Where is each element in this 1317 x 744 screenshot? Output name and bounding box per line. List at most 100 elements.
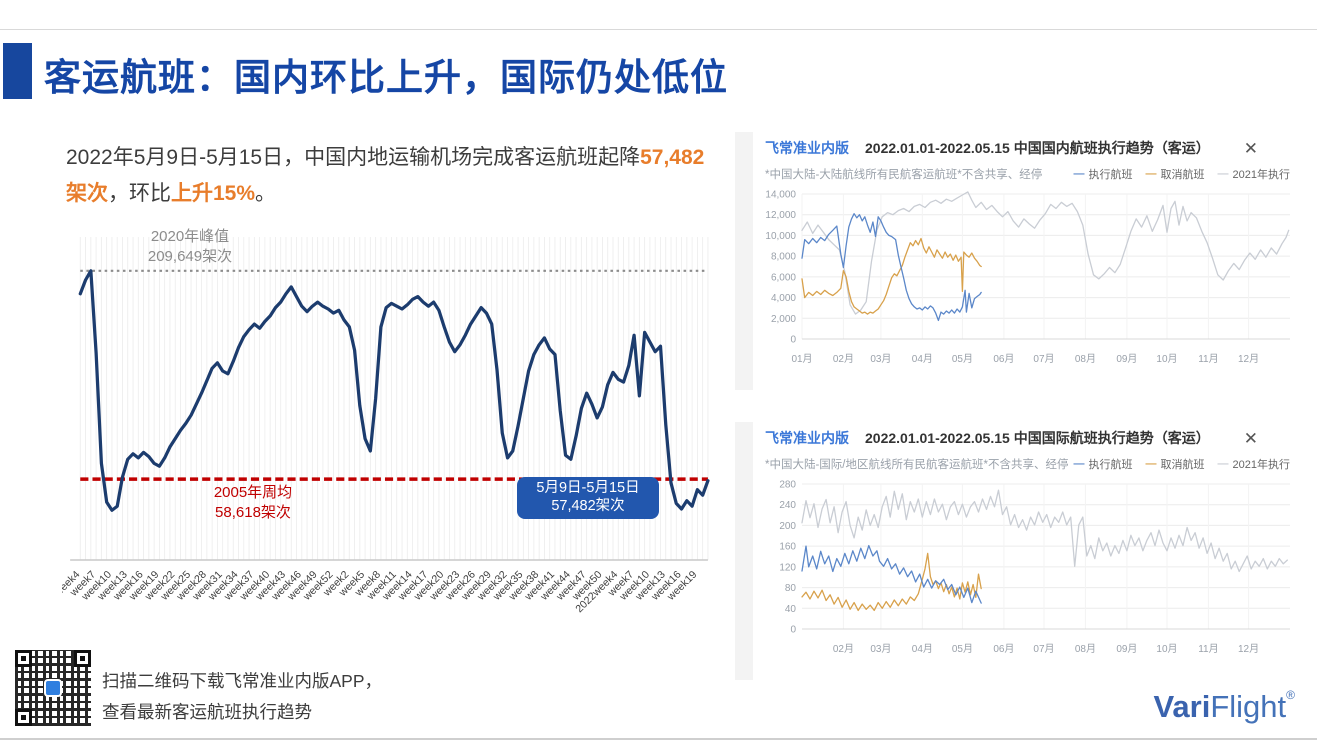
svg-text:02月: 02月 — [833, 643, 854, 655]
panel-note: *中国大陆-国际/地区航线所有民航客运航班*不含共享、经停 — [765, 459, 1069, 471]
logo-vari: Vari — [1153, 689, 1211, 724]
svg-text:160: 160 — [779, 542, 796, 553]
legend-item: — 执行航班 — [1074, 166, 1133, 182]
svg-text:04月: 04月 — [912, 353, 933, 365]
qr-finder-topleft — [15, 650, 32, 667]
qr-code — [15, 650, 91, 726]
legend-swatch: — — [1073, 458, 1085, 470]
legend-item: — 取消航班 — [1146, 456, 1205, 472]
logo-flight: Flight — [1210, 689, 1287, 724]
callout-date-range: 5月9日-5月15日 — [536, 480, 640, 496]
qr-center-logo — [44, 679, 62, 697]
intro-text: 2022年5月9日-5月15日，中国内地运输机场完成客运航班起降 — [66, 146, 641, 169]
intro-highlight-change: 上升15% — [171, 182, 256, 205]
legend-swatch: — — [1217, 168, 1229, 180]
peak-annotation-line1: 2020年峰值 — [150, 228, 230, 245]
qr-caption-line2: 查看最新客运航班执行趋势 — [102, 702, 312, 722]
legend-label: 2021年执行 — [1232, 459, 1290, 471]
title-accent-bar — [3, 43, 32, 99]
svg-text:14,000: 14,000 — [765, 190, 796, 201]
panel-note: *中国大陆-大陆航线所有民航客运航班*不含共享、经停 — [765, 169, 1043, 181]
svg-text:08月: 08月 — [1075, 353, 1096, 365]
svg-text:04月: 04月 — [912, 643, 933, 655]
legend-label: 2021年执行 — [1232, 169, 1290, 181]
svg-text:240: 240 — [779, 500, 796, 511]
panel-title: 2022.01.01-2022.05.15 中国国内航班执行趋势（客运） — [865, 140, 1210, 156]
callout-value: 57,482架次 — [551, 497, 625, 514]
qr-caption-line1: 扫描二维码下载飞常准业内版APP， — [102, 671, 383, 691]
svg-text:05月: 05月 — [952, 643, 973, 655]
legend-swatch: — — [1145, 458, 1157, 470]
svg-text:10,000: 10,000 — [765, 231, 796, 242]
svg-text:10月: 10月 — [1156, 353, 1177, 365]
international-trend-svg: 0 40 80 120 160 200 240 280 02月 03月 04月 05月 06月 07月 08… — [779, 480, 1290, 655]
svg-text:01月: 01月 — [791, 353, 812, 365]
current-week-callout: 5月9日-5月15日 57,482架次 — [517, 477, 659, 519]
svg-text:11月: 11月 — [1198, 353, 1218, 365]
top-divider — [0, 29, 1317, 30]
svg-text:12,000: 12,000 — [765, 210, 796, 221]
svg-text:4,000: 4,000 — [771, 293, 796, 304]
app-source-tag: 飞常准业内版 — [765, 140, 849, 156]
legend-swatch: — — [1217, 458, 1229, 470]
legend-label: 执行航班 — [1088, 459, 1133, 471]
svg-text:8,000: 8,000 — [771, 252, 796, 263]
page-title: 客运航班：国内环比上升，国际仍处低位 — [44, 57, 728, 98]
legend-item: —2021年执行 — [1218, 166, 1290, 182]
panel-subheader: *中国大陆-国际/地区航线所有民航客运航班*不含共享、经停 — 执行航班 — 取消航班… — [757, 456, 1302, 472]
svg-text:0: 0 — [790, 335, 796, 346]
app-source-tag: 飞常准业内版 — [765, 430, 849, 446]
domestic-trend-panel: 飞常准业内版 2022.01.01-2022.05.15 中国国内航班执行趋势（… — [757, 138, 1302, 390]
intro-text-end: 。 — [255, 182, 277, 205]
svg-text:09月: 09月 — [1116, 643, 1137, 655]
qr-caption: 扫描二维码下载飞常准业内版APP， 查看最新客运航班执行趋势 — [102, 666, 382, 728]
svg-text:09月: 09月 — [1116, 353, 1137, 365]
chart-legend: — 执行航班 — 取消航班 —2021年执行 — [1074, 166, 1290, 182]
chart-legend: — 执行航班 — 取消航班 —2021年执行 — [1074, 456, 1290, 472]
legend-item: — 取消航班 — [1146, 166, 1205, 182]
svg-text:07月: 07月 — [1033, 643, 1054, 655]
avg-annotation-line2: 58,618架次 — [215, 504, 291, 521]
svg-text:120: 120 — [779, 562, 796, 573]
legend-label: 取消航班 — [1160, 459, 1205, 471]
svg-text:280: 280 — [779, 480, 796, 491]
panel-header: 飞常准业内版 2022.01.01-2022.05.15 中国国际航班执行趋势（… — [757, 428, 1302, 448]
bottom-divider — [0, 738, 1317, 740]
peak-annotation-line2: 209,649架次 — [147, 248, 233, 265]
svg-text:40: 40 — [785, 604, 797, 615]
intro-highlight-flights: 57,482架次 — [66, 146, 705, 205]
panel-edge-strip — [735, 132, 753, 390]
svg-text:200: 200 — [779, 521, 796, 532]
svg-text:06月: 06月 — [993, 643, 1014, 655]
svg-text:02月: 02月 — [833, 353, 854, 365]
weekly-flights-trend-svg: 2020week4week7week10week13week16week19we… — [62, 237, 710, 615]
legend-label: 执行航班 — [1088, 169, 1133, 181]
svg-text:2,000: 2,000 — [771, 314, 796, 325]
intro-paragraph: 2022年5月9日-5月15日，中国内地运输机场完成客运航班起降57,482架次… — [66, 140, 721, 212]
svg-text:12月: 12月 — [1238, 353, 1259, 365]
svg-text:08月: 08月 — [1075, 643, 1096, 655]
svg-text:80: 80 — [785, 583, 797, 594]
svg-text:07月: 07月 — [1033, 353, 1054, 365]
close-icon[interactable]: ✕ — [1243, 138, 1258, 158]
svg-text:12月: 12月 — [1238, 643, 1259, 655]
legend-item: — 执行航班 — [1074, 456, 1133, 472]
panel-header: 飞常准业内版 2022.01.01-2022.05.15 中国国内航班执行趋势（… — [757, 138, 1302, 158]
svg-text:03月: 03月 — [870, 353, 891, 365]
intro-text-mid: ，环比 — [108, 182, 171, 205]
weekly-average-annotation: 2005年周均 58,618架次 — [188, 483, 318, 523]
qr-finder-bottomleft — [15, 709, 32, 726]
domestic-trend-svg: 0 2,000 4,000 6,000 8,000 10,000 12,000 14,000 0… — [765, 190, 1290, 365]
svg-text:6,000: 6,000 — [771, 272, 796, 283]
panel-subheader: *中国大陆-大陆航线所有民航客运航班*不含共享、经停 — 执行航班 — 取消航班 —20… — [757, 166, 1302, 182]
panel-title: 2022.01.01-2022.05.15 中国国际航班执行趋势（客运） — [865, 430, 1210, 446]
registered-mark: ® — [1286, 688, 1295, 702]
close-icon[interactable]: ✕ — [1243, 428, 1258, 448]
panel-edge-strip — [735, 422, 753, 680]
legend-item: —2021年执行 — [1218, 456, 1290, 472]
legend-swatch: — — [1145, 168, 1157, 180]
svg-text:06月: 06月 — [993, 353, 1014, 365]
legend-label: 取消航班 — [1160, 169, 1205, 181]
svg-text:0: 0 — [790, 625, 796, 636]
